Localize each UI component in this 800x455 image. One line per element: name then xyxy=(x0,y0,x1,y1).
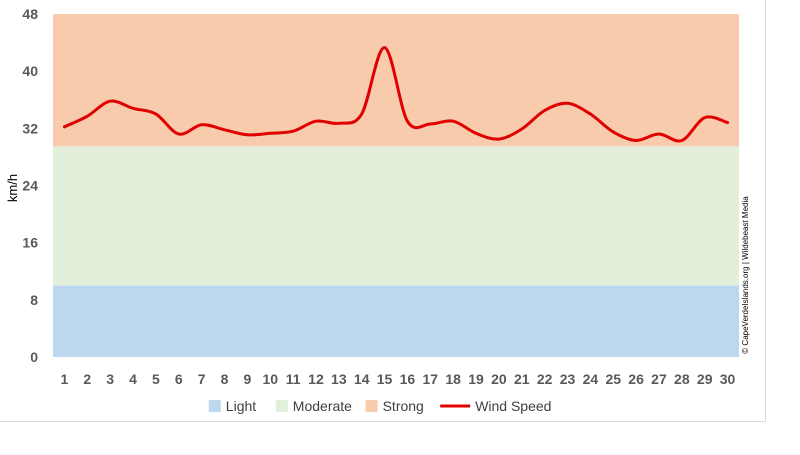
legend-label-strong: Strong xyxy=(383,398,424,414)
y-axis-label: km/h xyxy=(5,174,20,202)
y-tick-label: 32 xyxy=(22,120,38,136)
x-tick-label: 29 xyxy=(697,371,713,387)
x-tick-label: 2 xyxy=(83,371,91,387)
x-tick-labels: 1 2 3 4 5 6 7 8 9 10 11 12 13 14 15 16 17 18 19 20 21 22 23 24 2… xyxy=(61,371,736,387)
chart-frame xyxy=(0,0,766,422)
x-tick-label: 27 xyxy=(651,371,667,387)
legend-label-moderate: Moderate xyxy=(293,398,352,414)
x-tick-label: 18 xyxy=(445,371,461,387)
band-moderate xyxy=(53,146,739,286)
legend-label-wind-speed: Wind Speed xyxy=(475,398,551,414)
x-tick-label: 5 xyxy=(152,371,160,387)
x-tick-label: 17 xyxy=(423,371,439,387)
x-tick-label: 22 xyxy=(537,371,553,387)
x-tick-label: 10 xyxy=(262,371,278,387)
legend: Light Moderate Strong Wind Speed xyxy=(208,398,551,414)
x-tick-label: 25 xyxy=(605,371,621,387)
legend-marker-light xyxy=(208,400,221,412)
x-tick-label: 13 xyxy=(331,371,347,387)
x-tick-label: 15 xyxy=(377,371,393,387)
x-tick-label: 9 xyxy=(243,371,251,387)
x-tick-label: 23 xyxy=(560,371,576,387)
legend-marker-moderate xyxy=(275,400,288,412)
x-tick-label: 26 xyxy=(628,371,644,387)
y-tick-label: 40 xyxy=(22,63,38,79)
x-tick-label: 20 xyxy=(491,371,507,387)
x-tick-label: 14 xyxy=(354,371,370,387)
x-tick-label: 1 xyxy=(61,371,69,387)
series-layer xyxy=(62,46,730,143)
x-tick-label: 6 xyxy=(175,371,183,387)
x-tick-label: 21 xyxy=(514,371,530,387)
x-tick-label: 11 xyxy=(286,371,301,387)
x-tick-label: 8 xyxy=(221,371,229,387)
x-tick-label: 12 xyxy=(308,371,324,387)
band-light xyxy=(53,285,739,357)
x-tick-label: 7 xyxy=(198,371,206,387)
y-tick-label: 8 xyxy=(30,292,38,308)
y-tick-label: 48 xyxy=(22,6,38,22)
x-tick-label: 30 xyxy=(720,371,736,387)
y-tick-label: 16 xyxy=(22,235,38,251)
x-tick-label: 28 xyxy=(674,371,690,387)
band-layer xyxy=(53,14,739,357)
x-tick-label: 3 xyxy=(106,371,114,387)
y-tick-labels: 0 8 16 24 32 40 48 xyxy=(22,6,38,365)
x-tick-label: 24 xyxy=(583,371,599,387)
legend-marker-strong xyxy=(365,400,378,412)
y-tick-label: 24 xyxy=(22,178,38,194)
x-tick-label: 16 xyxy=(400,371,416,387)
x-tick-label: 4 xyxy=(129,371,137,387)
y-tick-label: 0 xyxy=(30,349,38,365)
series-line-wind-speed xyxy=(62,46,730,143)
credit-text: © CapeVerdeIslands.org | Wildebeast Medi… xyxy=(741,196,750,354)
legend-label-light: Light xyxy=(226,398,256,414)
x-tick-label: 19 xyxy=(468,371,484,387)
